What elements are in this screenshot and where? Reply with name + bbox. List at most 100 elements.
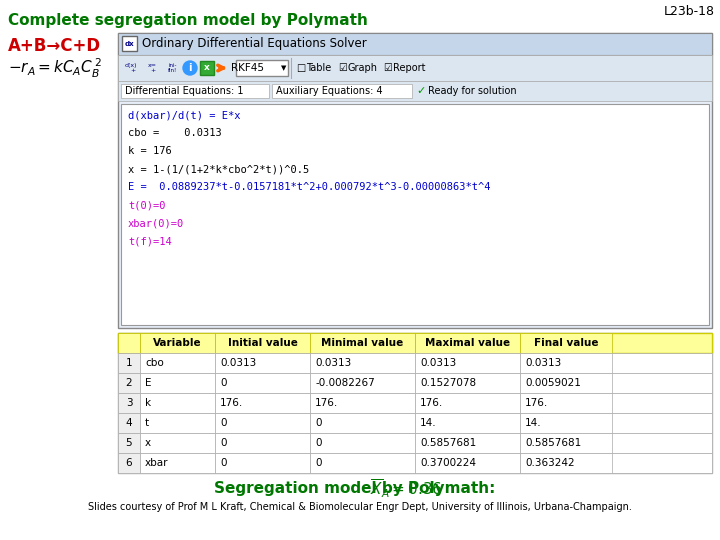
Text: Ready for solution: Ready for solution — [428, 86, 517, 96]
Text: 0.0313: 0.0313 — [525, 358, 562, 368]
Text: cbo: cbo — [145, 358, 163, 368]
Bar — [118, 413, 712, 433]
Circle shape — [183, 61, 197, 75]
Bar — [118, 393, 712, 413]
Text: x=
 +: x= + — [148, 63, 157, 73]
Text: Graph: Graph — [348, 63, 378, 73]
Bar — [215, 453, 310, 473]
Bar — [520, 433, 612, 453]
Text: cbo =    0.0313: cbo = 0.0313 — [128, 128, 222, 138]
Text: □: □ — [296, 63, 305, 73]
Bar — [520, 373, 612, 393]
Bar — [215, 373, 310, 393]
Bar — [215, 333, 310, 353]
Text: 0.0313: 0.0313 — [315, 358, 351, 368]
Bar — [415, 433, 520, 453]
Bar — [272, 84, 412, 98]
Text: t: t — [145, 418, 149, 428]
Bar — [118, 55, 712, 81]
Text: 6: 6 — [126, 458, 132, 468]
Bar — [118, 413, 140, 433]
Text: k = 176: k = 176 — [128, 146, 172, 156]
Text: xbar(0)=0: xbar(0)=0 — [128, 218, 184, 228]
Text: x: x — [204, 64, 210, 72]
Text: 0.5857681: 0.5857681 — [420, 438, 476, 448]
Bar — [520, 393, 612, 413]
Bar — [310, 353, 415, 373]
Bar — [415, 453, 520, 473]
Text: ▼: ▼ — [282, 65, 287, 71]
Bar — [310, 373, 415, 393]
Text: Slides courtesy of Prof M L Kraft, Chemical & Biomolecular Engr Dept, University: Slides courtesy of Prof M L Kraft, Chemi… — [88, 502, 632, 512]
Text: Minimal value: Minimal value — [321, 338, 404, 348]
Bar — [415, 373, 520, 393]
Text: t(f)=14: t(f)=14 — [128, 236, 172, 246]
Text: Auxiliary Equations: 4: Auxiliary Equations: 4 — [276, 86, 382, 96]
Bar — [118, 453, 140, 473]
Text: Initial value: Initial value — [228, 338, 297, 348]
Text: 3: 3 — [126, 398, 132, 408]
Bar — [140, 333, 215, 353]
Text: Report: Report — [393, 63, 426, 73]
Text: 0.0313: 0.0313 — [220, 358, 256, 368]
Bar — [236, 60, 288, 76]
Bar — [215, 393, 310, 413]
Text: Maximal value: Maximal value — [425, 338, 510, 348]
Text: 176.: 176. — [525, 398, 548, 408]
Text: 2: 2 — [126, 378, 132, 388]
Text: 0: 0 — [315, 458, 322, 468]
Text: 0.363242: 0.363242 — [525, 458, 575, 468]
Text: 14.: 14. — [420, 418, 436, 428]
Text: xbar: xbar — [145, 458, 168, 468]
Text: 0.1527078: 0.1527078 — [420, 378, 476, 388]
Bar — [118, 433, 712, 453]
Text: 176.: 176. — [220, 398, 243, 408]
Bar — [118, 353, 712, 373]
Text: 0.5857681: 0.5857681 — [525, 438, 581, 448]
Bar — [118, 353, 140, 373]
Bar — [215, 353, 310, 373]
Text: Table: Table — [306, 63, 331, 73]
Text: Ordinary Differential Equations Solver: Ordinary Differential Equations Solver — [142, 37, 366, 51]
Bar — [520, 453, 612, 473]
Bar — [118, 433, 140, 453]
Text: L23b-18: L23b-18 — [664, 5, 715, 18]
Text: 0.0059021: 0.0059021 — [525, 378, 581, 388]
Bar — [122, 36, 137, 51]
Bar — [200, 61, 214, 75]
Text: $\overline{X}_A = 0.36$: $\overline{X}_A = 0.36$ — [370, 478, 443, 500]
Bar — [118, 333, 140, 353]
Bar — [415, 333, 520, 353]
Text: Segregation model by Polymath:: Segregation model by Polymath: — [214, 482, 506, 496]
Text: 0: 0 — [220, 458, 227, 468]
Bar — [140, 353, 215, 373]
Text: 4: 4 — [126, 418, 132, 428]
Bar — [520, 353, 612, 373]
Bar — [118, 373, 140, 393]
Bar — [310, 433, 415, 453]
Text: 0.0313: 0.0313 — [420, 358, 456, 368]
Text: dx: dx — [125, 40, 135, 46]
Bar — [215, 413, 310, 433]
Text: ✓: ✓ — [416, 86, 426, 96]
Text: E: E — [145, 378, 151, 388]
Bar — [415, 393, 520, 413]
Text: 0: 0 — [315, 438, 322, 448]
Text: 0.3700224: 0.3700224 — [420, 458, 476, 468]
Text: Differential Equations: 1: Differential Equations: 1 — [125, 86, 243, 96]
Bar — [415, 353, 520, 373]
Text: x = 1-(1/(1+2*k*cbo^2*t))^0.5: x = 1-(1/(1+2*k*cbo^2*t))^0.5 — [128, 164, 310, 174]
Text: E =  0.0889237*t-0.0157181*t^2+0.000792*t^3-0.00000863*t^4: E = 0.0889237*t-0.0157181*t^2+0.000792*t… — [128, 182, 490, 192]
Text: d(x)
  +: d(x) + — [125, 63, 138, 73]
Bar — [121, 84, 269, 98]
Text: 1: 1 — [126, 358, 132, 368]
Text: i: i — [188, 63, 192, 73]
Bar — [310, 413, 415, 433]
Text: Variable: Variable — [153, 338, 202, 348]
Text: 0: 0 — [220, 378, 227, 388]
Text: -0.0082267: -0.0082267 — [315, 378, 374, 388]
Bar — [140, 373, 215, 393]
Bar — [415, 413, 520, 433]
Text: ☑: ☑ — [338, 63, 347, 73]
Text: d(xbar)/d(t) = E*x: d(xbar)/d(t) = E*x — [128, 110, 240, 120]
